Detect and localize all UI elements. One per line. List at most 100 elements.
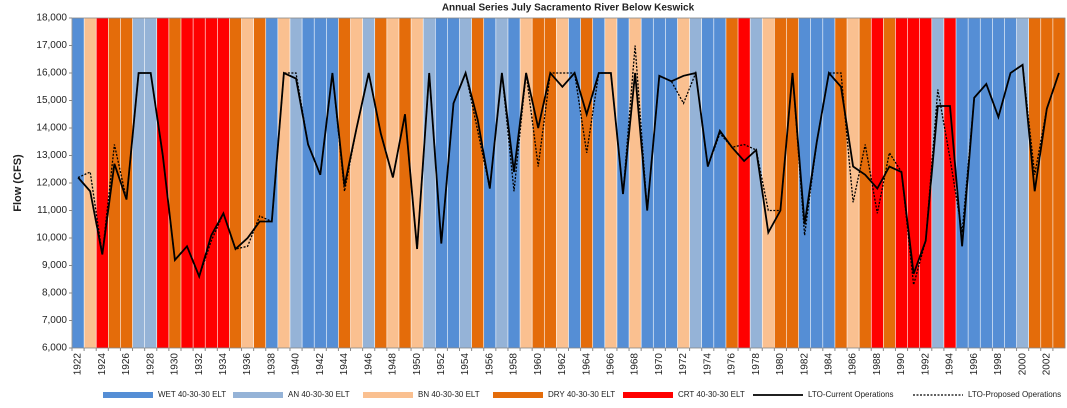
x-tick-label: 1928 xyxy=(145,353,156,376)
year-type-band xyxy=(1004,18,1017,348)
year-type-band xyxy=(362,18,376,348)
year-type-band xyxy=(616,18,630,348)
year-type-band xyxy=(520,18,533,348)
year-type-band xyxy=(96,18,109,348)
year-type-band xyxy=(326,18,339,348)
year-type-band xyxy=(398,18,412,348)
y-tick-label: 17,000 xyxy=(36,40,67,51)
x-tick-label: 1924 xyxy=(97,353,108,376)
y-tick-label: 7,000 xyxy=(42,315,67,326)
y-tick-label: 11,000 xyxy=(37,205,67,216)
year-type-band xyxy=(253,18,267,348)
year-type-band xyxy=(314,18,327,348)
x-tick-label: 1956 xyxy=(484,353,495,376)
year-type-band xyxy=(750,18,763,348)
legend-swatch xyxy=(233,392,283,398)
legend-label: BN 40-30-30 ELT xyxy=(418,390,480,399)
x-tick-label: 2002 xyxy=(1041,353,1052,376)
year-type-band xyxy=(229,18,242,348)
x-tick-label: 1976 xyxy=(727,353,738,376)
legend-label: CRT 40-30-30 ELT xyxy=(678,390,745,399)
x-tick-label: 1940 xyxy=(291,353,302,376)
y-tick-label: 6,000 xyxy=(42,343,67,354)
legend-label: WET 40-30-30 ELT xyxy=(158,390,226,399)
year-type-band xyxy=(556,18,569,348)
year-type-band xyxy=(277,18,291,348)
year-type-band xyxy=(532,18,545,348)
year-type-band xyxy=(423,18,436,348)
x-tick-label: 1932 xyxy=(194,353,205,376)
year-type-band xyxy=(568,18,581,348)
x-tick-label: 1944 xyxy=(339,353,350,376)
x-tick-label: 1972 xyxy=(678,353,689,376)
y-tick-label: 12,000 xyxy=(36,178,67,189)
year-type-band xyxy=(217,18,230,348)
x-tick-label: 2000 xyxy=(1017,353,1028,376)
x-tick-label: 1926 xyxy=(121,353,132,376)
year-type-band xyxy=(968,18,981,348)
year-type-band xyxy=(580,18,594,348)
year-type-band xyxy=(459,18,472,348)
year-type-band xyxy=(786,18,799,348)
year-type-band xyxy=(859,18,872,348)
series-line xyxy=(77,45,1060,285)
year-type-band xyxy=(798,18,811,348)
year-type-band xyxy=(1028,18,1042,348)
year-type-band xyxy=(895,18,908,348)
year-type-band xyxy=(302,18,315,348)
x-tick-label: 1996 xyxy=(969,353,980,376)
y-tick-label: 15,000 xyxy=(36,95,67,106)
legend-swatch xyxy=(623,392,673,398)
year-type-band xyxy=(193,18,206,348)
year-type-band xyxy=(907,18,920,348)
x-tick-label: 1922 xyxy=(73,353,84,376)
year-type-band xyxy=(665,18,678,348)
x-tick-label: 1930 xyxy=(170,353,181,376)
year-type-band xyxy=(156,18,170,348)
year-type-band xyxy=(980,18,993,348)
year-type-band xyxy=(144,18,158,348)
year-type-band xyxy=(544,18,557,348)
y-tick-label: 9,000 xyxy=(42,260,67,271)
year-type-band xyxy=(592,18,606,348)
year-type-band xyxy=(931,18,945,348)
x-tick-label: 1980 xyxy=(775,353,786,376)
y-tick-label: 16,000 xyxy=(36,68,67,79)
year-type-band xyxy=(653,18,666,348)
x-tick-label: 1998 xyxy=(993,353,1004,376)
year-type-band xyxy=(677,18,690,348)
x-tick-label: 1986 xyxy=(848,353,859,376)
x-tick-label: 1960 xyxy=(533,353,544,376)
year-type-band xyxy=(120,18,133,348)
year-type-band xyxy=(847,18,860,348)
x-tick-label: 1978 xyxy=(751,353,762,376)
year-type-band xyxy=(943,18,957,348)
legend-label: LTO-Current Operations xyxy=(808,390,894,399)
year-type-band xyxy=(689,18,703,348)
year-type-band xyxy=(604,18,618,348)
y-tick-label: 10,000 xyxy=(36,233,67,244)
year-type-band xyxy=(108,18,121,348)
year-type-band xyxy=(374,18,388,348)
year-type-band xyxy=(641,18,654,348)
x-tick-label: 1994 xyxy=(945,353,956,376)
year-type-band xyxy=(72,18,85,348)
x-tick-label: 1942 xyxy=(315,353,326,376)
year-type-band xyxy=(84,18,97,348)
year-type-band xyxy=(132,18,145,348)
year-type-band xyxy=(241,18,254,348)
year-type-band xyxy=(919,18,933,348)
year-type-band xyxy=(265,18,279,348)
legend-swatch xyxy=(103,392,153,398)
year-type-band xyxy=(447,18,460,348)
x-tick-label: 1934 xyxy=(218,353,229,376)
x-tick-label: 1970 xyxy=(654,353,665,376)
x-tick-label: 1966 xyxy=(606,353,617,376)
y-tick-label: 13,000 xyxy=(36,150,67,161)
year-type-band xyxy=(871,18,884,348)
year-type-band xyxy=(205,18,218,348)
x-tick-label: 1974 xyxy=(702,353,713,376)
year-type-band xyxy=(738,18,751,348)
year-type-band xyxy=(495,18,509,348)
x-tick-label: 1982 xyxy=(799,353,810,376)
